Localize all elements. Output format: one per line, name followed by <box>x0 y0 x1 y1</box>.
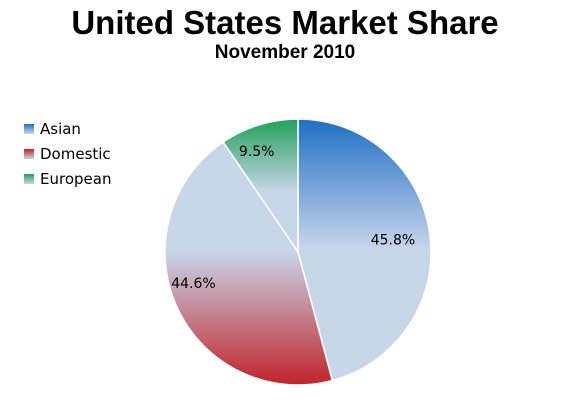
chart-title: United States Market Share <box>71 4 499 41</box>
slice-label-domestic: 44.6% <box>171 276 215 292</box>
legend-swatch-domestic <box>24 148 34 159</box>
legend-label-asian: Asian <box>40 119 81 138</box>
legend-item-european: European <box>24 166 111 191</box>
legend-item-domestic: Domestic <box>24 141 111 166</box>
legend-item-asian: Asian <box>24 116 111 141</box>
legend-label-european: European <box>40 169 112 188</box>
pie-slice-domestic <box>164 141 334 386</box>
legend: Asian Domestic European <box>24 116 111 191</box>
pie-slice-european <box>222 118 299 255</box>
legend-swatch-asian <box>24 123 34 134</box>
pie-slice-asian <box>297 118 432 382</box>
legend-label-domestic: Domestic <box>40 144 111 163</box>
slice-label-asian: 45.8% <box>371 233 415 249</box>
chart-subtitle: November 2010 <box>214 42 356 63</box>
slice-label-european: 9.5% <box>239 144 275 160</box>
legend-swatch-european <box>24 173 34 184</box>
